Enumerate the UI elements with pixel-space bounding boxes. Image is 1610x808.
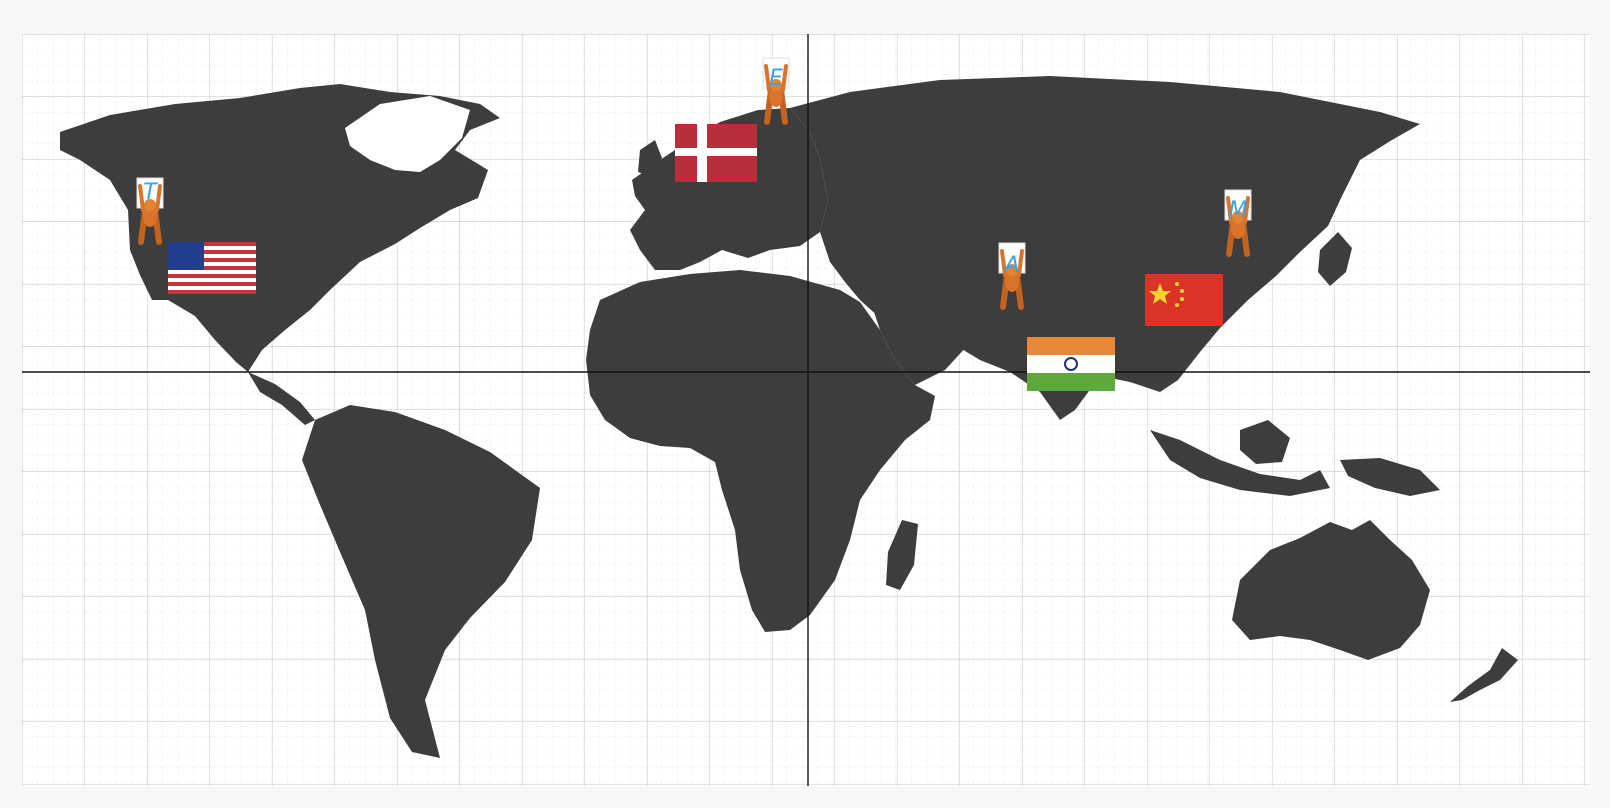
indonesia — [1150, 430, 1330, 496]
new-guinea — [1340, 458, 1440, 496]
marker-china: M — [1145, 190, 1251, 326]
madagascar — [886, 520, 918, 590]
arabian-peninsula — [870, 296, 968, 385]
marker-denmark: E — [675, 58, 789, 182]
japan — [1318, 232, 1352, 286]
marker-india: A — [999, 243, 1115, 391]
marker-label-m: M — [1229, 198, 1248, 223]
continents — [60, 76, 1518, 758]
china-flag-icon — [1145, 274, 1223, 326]
india-flag-icon — [1027, 337, 1115, 391]
marker-label-t: T — [143, 180, 158, 205]
us-flag-icon — [168, 242, 256, 294]
south-america — [302, 405, 540, 758]
greenland — [345, 96, 470, 172]
marker-label-a: A — [1002, 253, 1019, 278]
australia — [1232, 520, 1430, 660]
marker-usa: T — [137, 178, 256, 294]
central-america — [248, 372, 315, 425]
denmark-flag-icon — [675, 124, 757, 182]
marker-label-e: E — [769, 66, 783, 91]
africa — [586, 270, 935, 632]
new-zealand — [1450, 648, 1518, 702]
uk — [638, 140, 662, 176]
borneo — [1240, 420, 1290, 464]
